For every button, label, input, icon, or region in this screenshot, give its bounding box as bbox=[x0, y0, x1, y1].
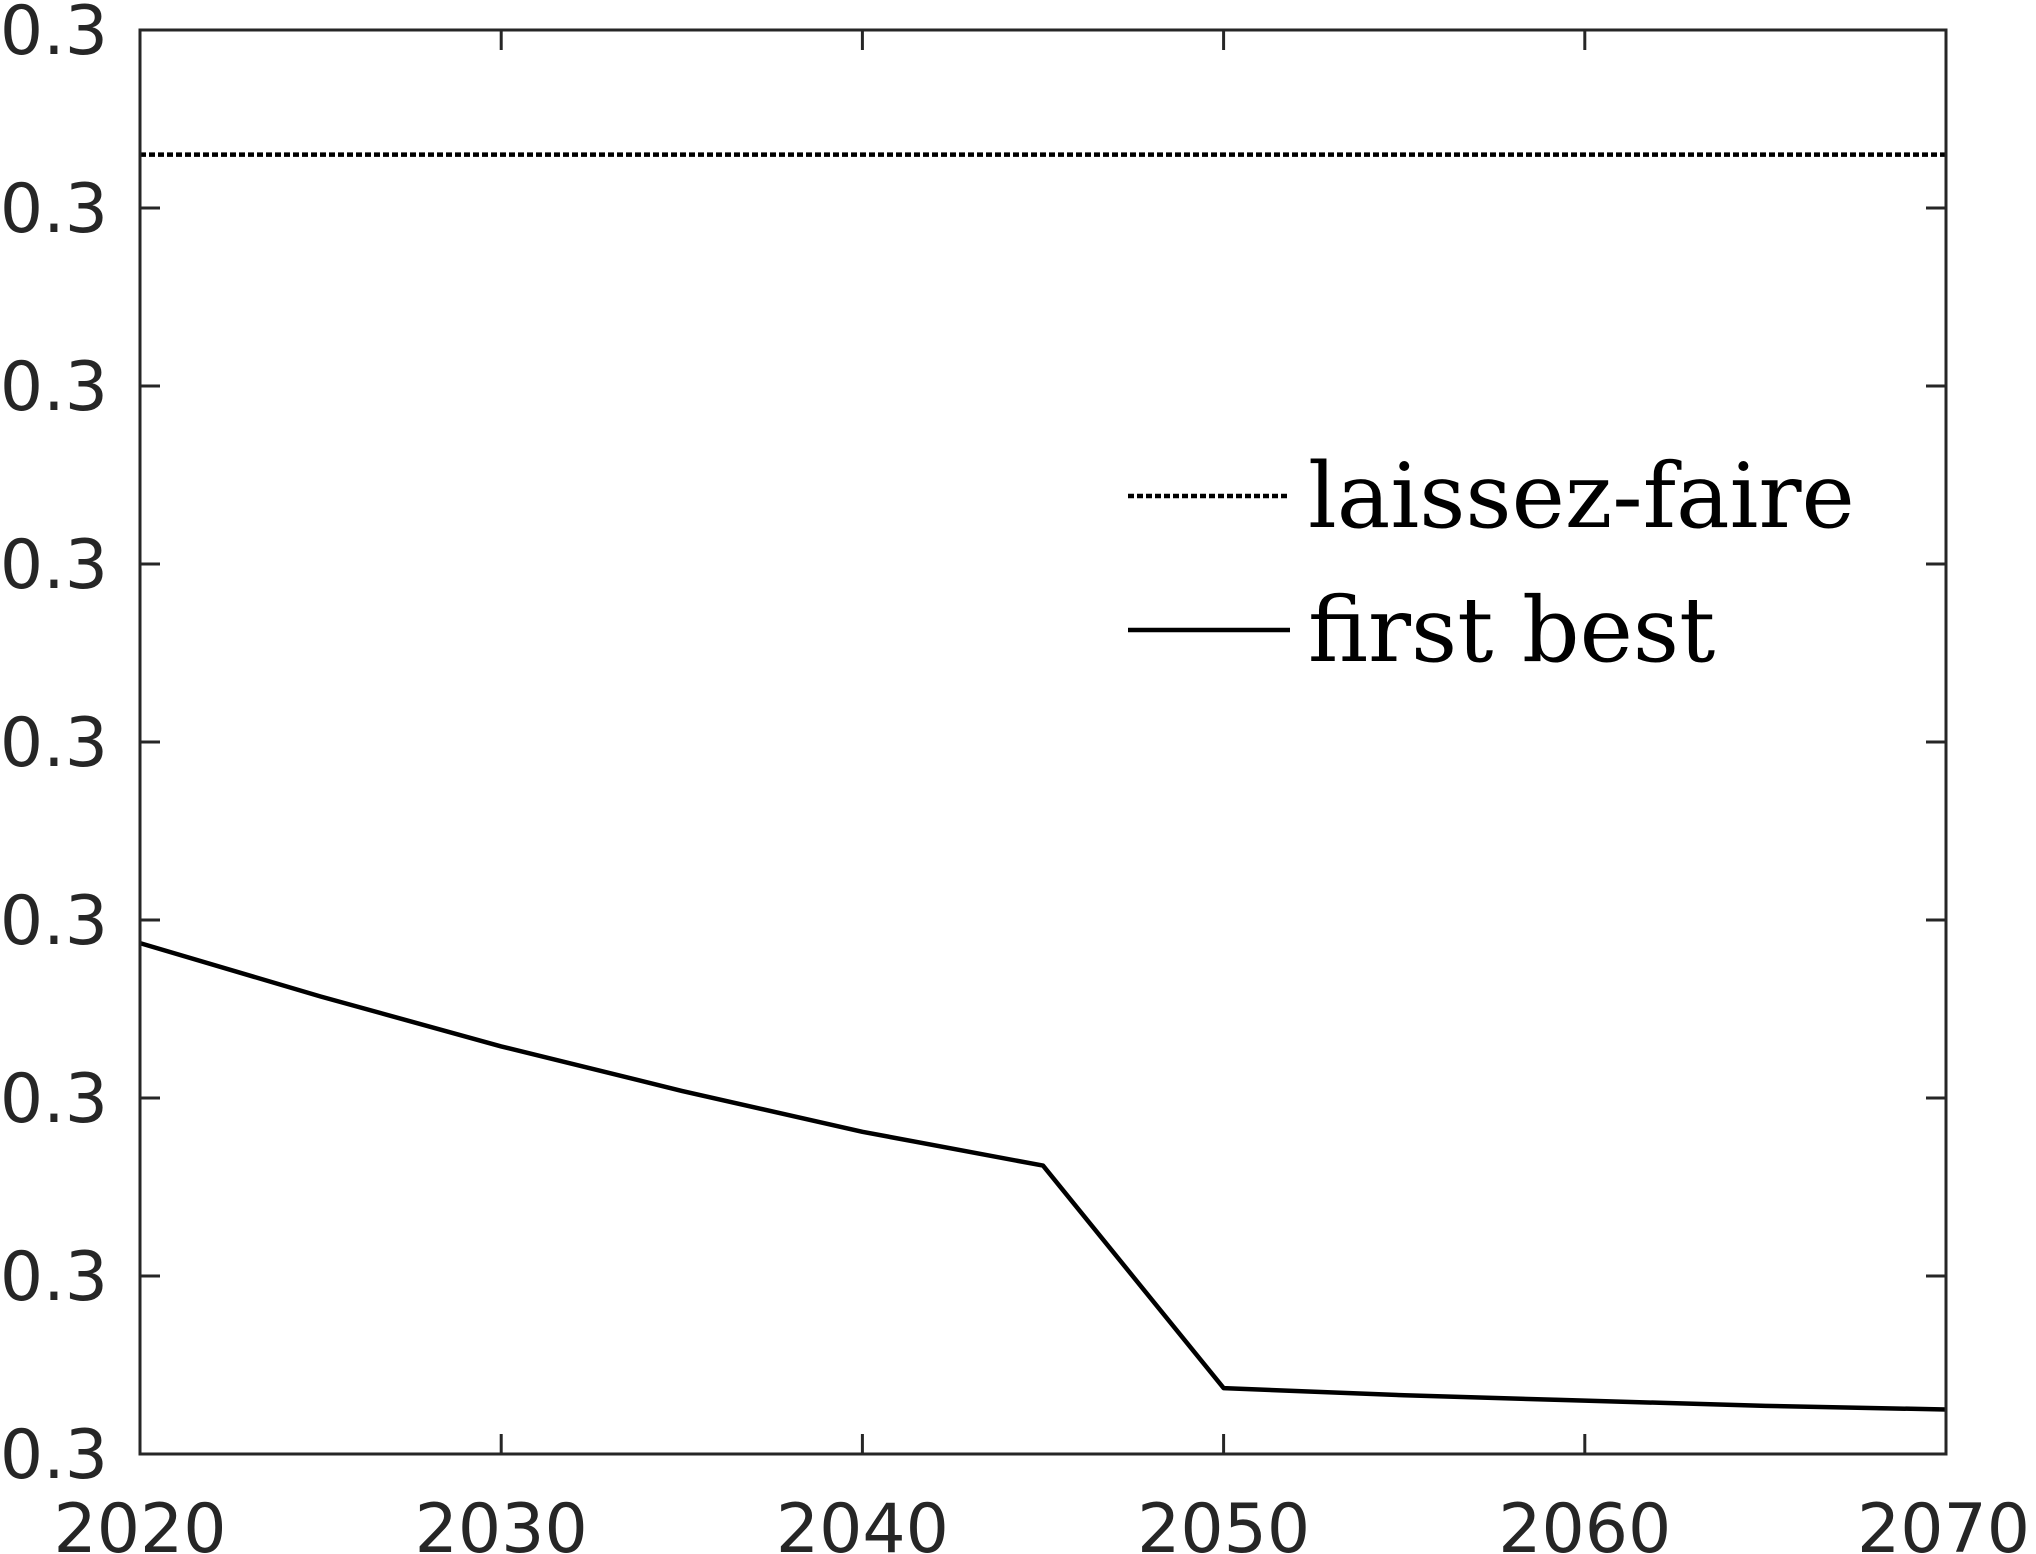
legend-label-first-best: first best bbox=[1308, 578, 1715, 683]
x-tick-label: 2070 bbox=[1857, 1490, 2030, 1554]
x-tick-label: 2030 bbox=[415, 1490, 588, 1554]
plot-area-background bbox=[140, 30, 1946, 1454]
y-tick-label: 0.3 bbox=[0, 348, 108, 427]
y-tick-label: 0.3 bbox=[0, 0, 108, 71]
x-tick-label: 2050 bbox=[1137, 1490, 1310, 1554]
y-tick-label: 0.3 bbox=[0, 1238, 108, 1317]
x-tick-label: 2020 bbox=[53, 1490, 226, 1554]
series-line-first-best bbox=[139, 940, 1947, 1412]
y-tick-label: 0.3 bbox=[0, 1416, 108, 1495]
y-tick-label: 0.3 bbox=[0, 704, 108, 783]
legend-label-laissez-faire: laissez-faire bbox=[1308, 444, 1855, 549]
y-tick-label: 0.3 bbox=[0, 170, 108, 249]
legend: laissez-faire first best bbox=[1128, 444, 1855, 683]
y-tick-label: 0.3 bbox=[0, 1060, 108, 1139]
x-tick-label: 2060 bbox=[1498, 1490, 1671, 1554]
series-layer bbox=[139, 152, 1947, 1412]
x-tick-label: 2040 bbox=[776, 1490, 949, 1554]
y-tick-label: 0.3 bbox=[0, 882, 108, 961]
y-tick-label: 0.3 bbox=[0, 526, 108, 605]
